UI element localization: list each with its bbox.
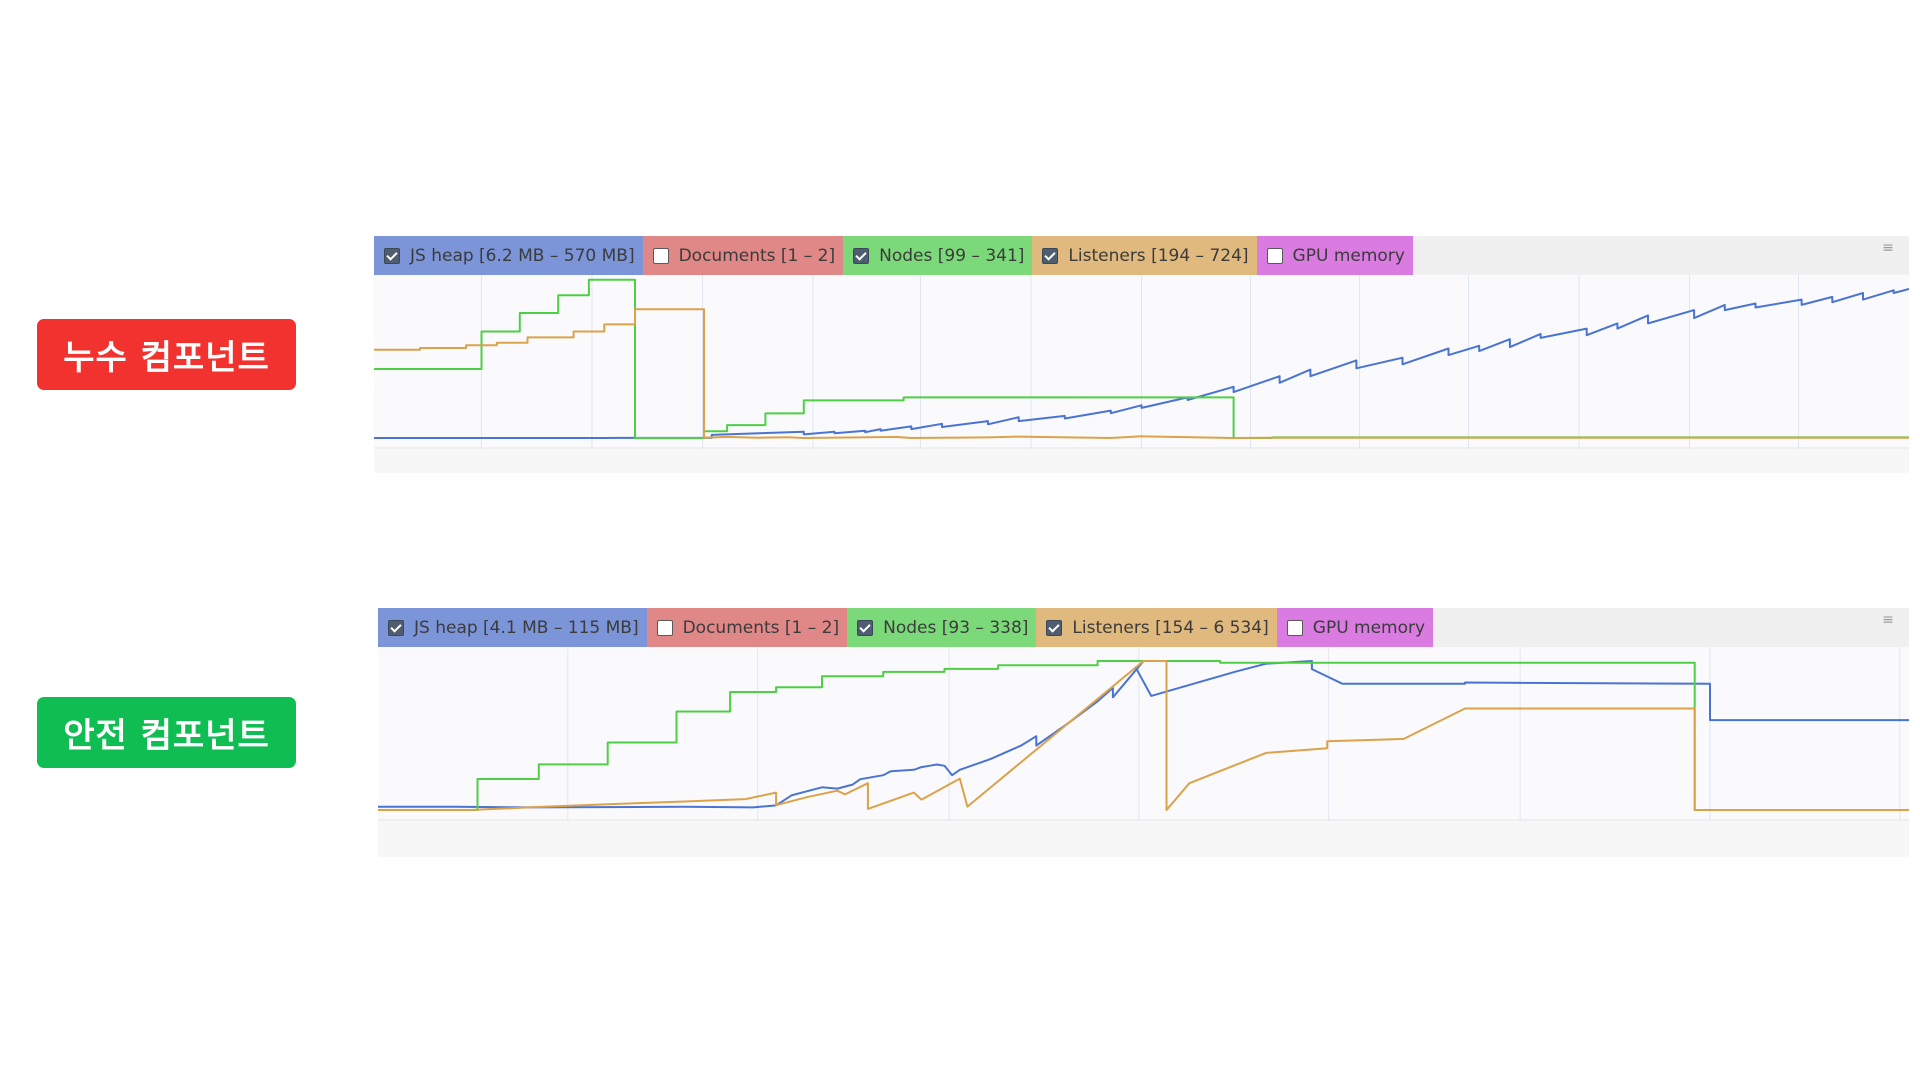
checkbox-unchecked-icon[interactable] — [652, 247, 669, 264]
checkbox-checked-icon[interactable] — [384, 247, 400, 264]
listeners-series-line — [374, 308, 1909, 439]
legend-item[interactable]: Nodes [99 – 341] — [843, 236, 1033, 275]
legend-item[interactable]: JS heap [4.1 MB – 115 MB] — [378, 608, 647, 647]
checkbox-checked-icon[interactable] — [1046, 619, 1063, 636]
legend-label: Nodes [93 – 338] — [883, 617, 1029, 638]
legend-item[interactable]: Nodes [93 – 338] — [847, 608, 1037, 647]
plot-area — [374, 275, 1909, 449]
legend-item[interactable]: Documents [1 – 2] — [642, 236, 844, 275]
legend-item[interactable]: GPU memory — [1276, 608, 1434, 647]
checkbox-unchecked-icon[interactable] — [1286, 619, 1303, 636]
legend-item[interactable]: GPU memory — [1256, 236, 1413, 275]
menu-icon[interactable]: ≡ — [1882, 240, 1894, 256]
performance-monitor: JS heap [4.1 MB – 115 MB] Documents [1 – … — [378, 608, 1909, 858]
checkbox-checked-icon[interactable] — [388, 619, 404, 636]
legend-bar: JS heap [4.1 MB – 115 MB] Documents [1 – … — [378, 608, 1909, 647]
plot-area — [378, 647, 1909, 821]
legend-label: Listeners [194 – 724] — [1068, 245, 1249, 266]
legend-label: GPU memory — [1312, 617, 1426, 638]
listeners-series-line — [378, 660, 1909, 811]
legend-label: JS heap [6.2 MB – 570 MB] — [410, 245, 635, 266]
legend-label: Nodes [99 – 341] — [879, 245, 1025, 266]
js-heap-series-line — [374, 288, 1909, 439]
nodes-series-line — [374, 278, 1909, 439]
checkbox-unchecked-icon[interactable] — [1266, 247, 1283, 264]
timeline-strip — [378, 821, 1909, 857]
legend-label: Documents [1 – 2] — [678, 245, 836, 266]
safe-component-badge: 안전 컴포넌트 — [37, 697, 296, 768]
legend-label: Documents [1 – 2] — [682, 617, 840, 638]
memory-chart — [378, 647, 1909, 821]
legend-item[interactable]: Listeners [154 – 6 534] — [1036, 608, 1277, 647]
legend-item[interactable]: JS heap [6.2 MB – 570 MB] — [374, 236, 643, 275]
leak-component-badge: 누수 컴포넌트 — [37, 319, 296, 390]
timeline-strip — [374, 449, 1909, 473]
menu-icon[interactable]: ≡ — [1882, 612, 1894, 628]
checkbox-checked-icon[interactable] — [853, 247, 870, 264]
legend-bar: JS heap [6.2 MB – 570 MB] Documents [1 – … — [374, 236, 1909, 275]
checkbox-unchecked-icon[interactable] — [656, 619, 673, 636]
legend-label: Listeners [154 – 6 534] — [1072, 617, 1269, 638]
checkbox-checked-icon[interactable] — [1042, 247, 1059, 264]
legend-item[interactable]: Documents [1 – 2] — [646, 608, 848, 647]
memory-chart — [374, 275, 1909, 449]
legend-item[interactable]: Listeners [194 – 724] — [1032, 236, 1257, 275]
legend-label: JS heap [4.1 MB – 115 MB] — [414, 617, 639, 638]
checkbox-checked-icon[interactable] — [857, 619, 874, 636]
js-heap-series-line — [378, 660, 1909, 809]
legend-label: GPU memory — [1292, 245, 1405, 266]
performance-monitor: JS heap [6.2 MB – 570 MB] Documents [1 – … — [374, 236, 1909, 476]
